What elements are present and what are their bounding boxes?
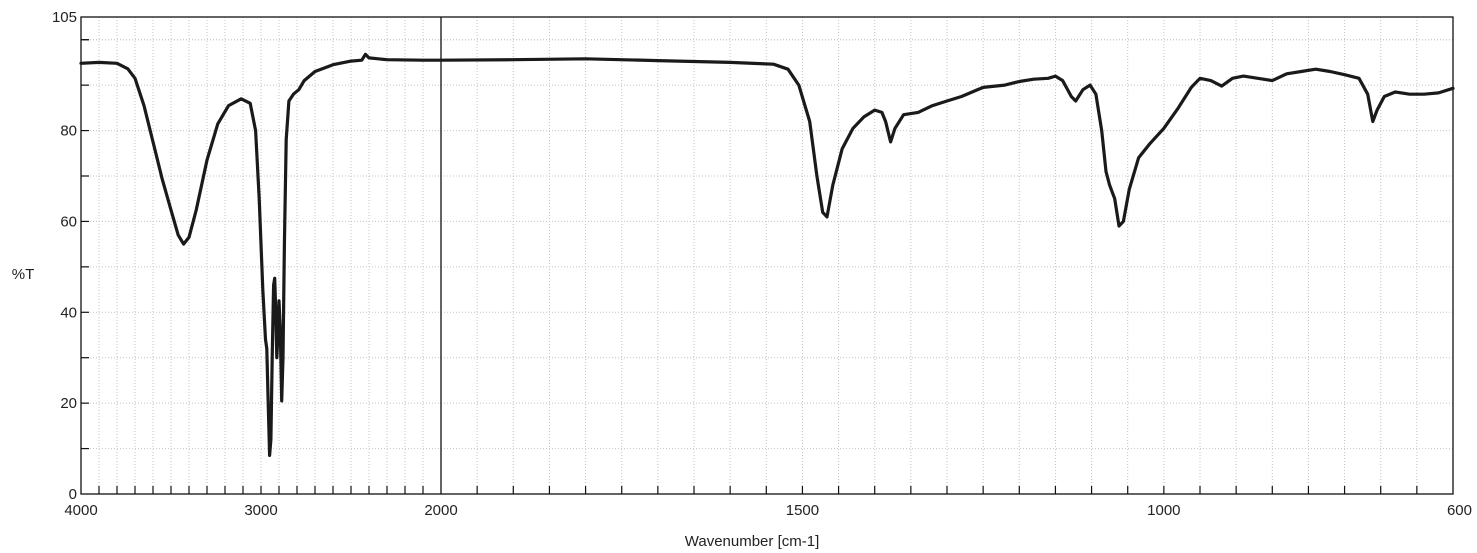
x-tick-label: 4000 xyxy=(64,502,97,519)
y-tick-label: 80 xyxy=(60,123,77,140)
x-tick-label: 2000 xyxy=(424,502,457,519)
spectrum-line xyxy=(79,52,1455,457)
x-axis-label: Wavenumber [cm-1] xyxy=(685,533,819,550)
x-tick-label: 600 xyxy=(1447,502,1472,519)
y-tick-label: 20 xyxy=(60,395,77,412)
x-tick-label: 1000 xyxy=(1147,502,1180,519)
plot-frame xyxy=(80,16,1454,495)
plot-area xyxy=(79,52,1455,457)
grid xyxy=(81,17,1453,494)
x-tick-label: 1500 xyxy=(786,502,819,519)
labels: %T Wavenumber [cm-1] 0 20 40 60 80 105 4000 300… xyxy=(12,9,1472,550)
y-tick-label: 105 xyxy=(52,9,77,26)
axes xyxy=(80,16,1454,495)
y-tick-label: 40 xyxy=(60,304,77,321)
x-tick-label: 3000 xyxy=(244,502,277,519)
y-tick-label: 60 xyxy=(60,213,77,230)
y-axis-label: %T xyxy=(12,266,35,283)
y-tick-label: 0 xyxy=(69,486,77,503)
